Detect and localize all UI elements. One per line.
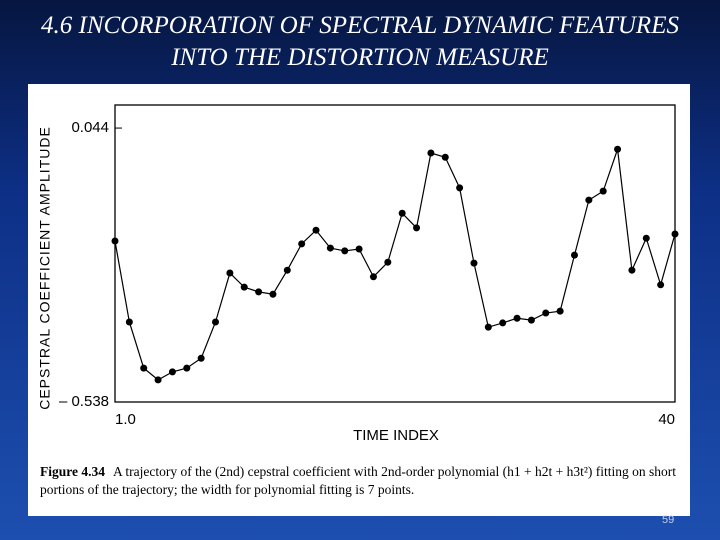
data-point (441, 153, 449, 161)
data-point (398, 209, 406, 217)
x-tick-label: 1.0 (115, 411, 136, 428)
x-tick-label: 40 (658, 411, 675, 428)
data-point (283, 266, 291, 274)
plot-frame (114, 104, 676, 403)
data-point (341, 247, 349, 255)
data-point (369, 273, 377, 281)
data-point (154, 376, 162, 384)
data-point (125, 318, 133, 326)
data-point (212, 318, 220, 326)
data-point (413, 224, 421, 232)
data-point (312, 226, 320, 234)
data-point (384, 258, 392, 266)
data-point (197, 354, 205, 362)
data-point (614, 145, 622, 153)
y-tick-label: – 0.538 (59, 393, 109, 410)
y-axis-title: CEPSTRAL COEFFICIENT AMPLITUDE (37, 126, 53, 410)
x-axis-title: TIME INDEX (353, 427, 439, 444)
data-point (671, 230, 679, 238)
data-point (111, 237, 119, 245)
data-point (298, 240, 306, 248)
data-point (326, 244, 334, 252)
caption-figure: Figure 4.34 (40, 464, 105, 479)
data-point (556, 307, 564, 315)
y-tick-label: 0.044 (71, 119, 109, 136)
data-point (628, 266, 636, 274)
data-point (499, 319, 507, 327)
data-point (240, 283, 248, 291)
caption: Figure 4.34 A trajectory of the (2nd) cep… (40, 463, 680, 499)
figure-panel (28, 84, 690, 516)
data-point (570, 251, 578, 259)
data-point (657, 281, 665, 289)
data-point (542, 309, 550, 317)
page-number: 59 (662, 514, 675, 526)
data-point (355, 245, 363, 253)
data-point (642, 234, 650, 242)
caption-text: A trajectory of the (2nd) cepstral coeff… (40, 464, 677, 497)
data-point (269, 290, 277, 298)
slide-title: 4.6 INCORPORATION OF SPECTRAL DYNAMIC FE… (41, 12, 679, 71)
data-point (470, 259, 478, 267)
data-point (427, 149, 435, 157)
data-point (484, 323, 492, 331)
data-point (456, 184, 464, 192)
data-point (599, 187, 607, 195)
data-point (183, 364, 191, 372)
data-point (168, 368, 176, 376)
data-point (527, 316, 535, 324)
data-point (513, 314, 521, 322)
series-line (114, 149, 676, 381)
data-point (585, 196, 593, 204)
data-point (255, 288, 263, 296)
data-point (226, 269, 234, 277)
data-point (140, 364, 148, 372)
